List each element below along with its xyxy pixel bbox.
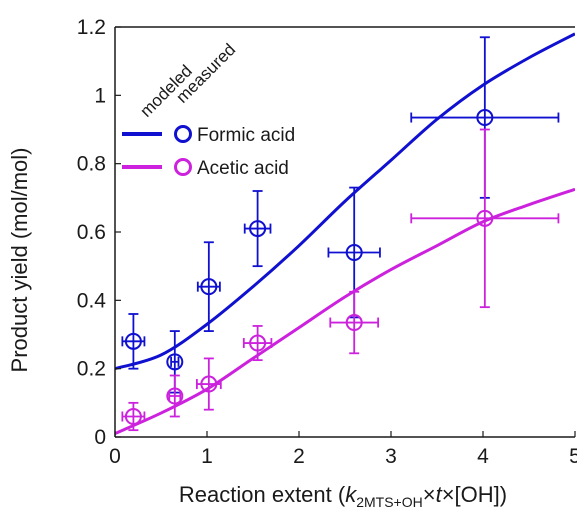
data-point — [243, 190, 272, 268]
measured-marker — [200, 278, 218, 296]
legend-label: Acetic acid — [197, 158, 289, 179]
y-axis-label: Product yield (mol/mol) — [7, 148, 32, 373]
measured-marker — [124, 332, 142, 350]
x-axis-label-k: k — [345, 482, 357, 507]
modeled-line — [115, 32, 575, 371]
legend-label: Formic acid — [197, 125, 295, 146]
measured-marker — [345, 244, 363, 261]
x-tick-label: 5 — [569, 445, 577, 468]
x-axis-label: Reaction extent (k2MTS+OH×t×[OH]) — [179, 482, 507, 510]
modeled-line — [115, 187, 575, 435]
x-axis-label-t: t — [436, 482, 443, 507]
x-tick-label: 1 — [201, 445, 213, 468]
axes: 0 0.2 0.4 0.6 0.8 1 1.2 0 1 2 3 4 5 — [77, 16, 577, 468]
measured-marker — [345, 314, 363, 332]
data-point — [329, 290, 380, 355]
measured-marker — [476, 109, 494, 127]
y-tick-label: 0.8 — [77, 153, 106, 176]
legend-marker — [174, 158, 192, 176]
x-tick-label: 4 — [477, 445, 489, 468]
data-point — [121, 401, 146, 432]
data-point — [196, 241, 221, 332]
measured-marker — [166, 353, 184, 371]
measured-marker — [249, 334, 267, 352]
x-axis-label-times: × — [423, 482, 436, 507]
x-tick-label: 3 — [385, 445, 397, 468]
x-axis-label-prefix: Reaction extent ( — [179, 482, 346, 507]
measured-marker — [249, 220, 267, 238]
legend-marker — [174, 125, 192, 143]
x-axis-label-k-sub: 2MTS+OH — [356, 494, 423, 510]
y-tick-label: 1 — [94, 84, 106, 107]
x-tick-label: 0 — [109, 445, 121, 468]
measured-marker — [476, 209, 494, 227]
data-point — [166, 374, 184, 418]
data-point — [195, 357, 222, 411]
data-point — [121, 313, 146, 370]
measured-marker — [124, 408, 142, 425]
y-tick-label: 0 — [94, 426, 106, 449]
y-tick-label: 1.2 — [77, 16, 106, 39]
y-tick-label: 0.6 — [77, 221, 106, 244]
x-tick-label: 2 — [293, 445, 305, 468]
series-1 — [115, 128, 575, 435]
data-point — [410, 128, 560, 309]
measured-marker — [200, 375, 218, 393]
y-tick-label: 0.2 — [77, 358, 106, 381]
data-point — [242, 325, 273, 362]
y-tick-label: 0.4 — [77, 289, 107, 312]
measured-marker — [166, 387, 184, 405]
x-axis-label-suffix: ×[OH]) — [442, 482, 507, 507]
